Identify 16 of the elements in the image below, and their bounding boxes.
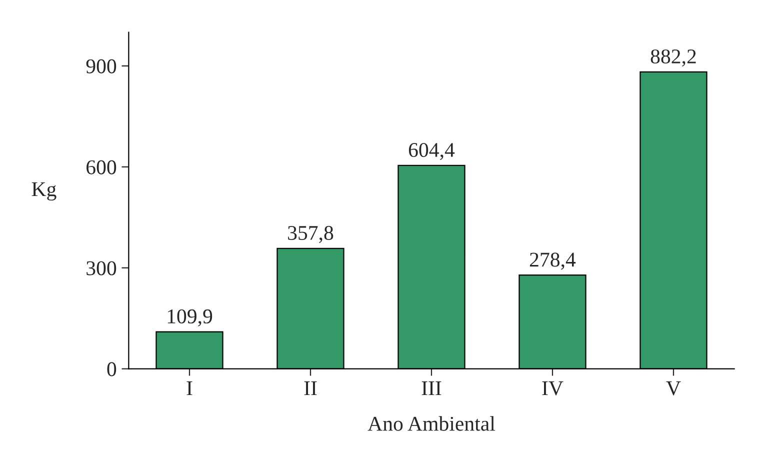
x-tick-label: IV — [542, 381, 564, 396]
y-tick-label: 900 — [86, 59, 116, 74]
data-label: 357,8 — [288, 226, 334, 243]
x-tick-label: II — [304, 381, 317, 396]
data-label: 109,9 — [168, 309, 212, 326]
data-label: 278,4 — [530, 252, 576, 270]
x-tick-label: III — [422, 381, 442, 396]
y-tick-label: 300 — [86, 261, 116, 276]
data-label: 604,4 — [408, 142, 455, 160]
data-label: 882,2 — [650, 49, 696, 67]
x-tick-label: I — [186, 381, 192, 396]
y-tick-label: 600 — [86, 160, 116, 174]
x-axis-title: Ano Ambiental — [368, 416, 496, 431]
x-tick-label: V — [666, 381, 681, 396]
y-axis-title: Kg — [32, 182, 56, 201]
y-tick-label: 0 — [107, 362, 116, 376]
